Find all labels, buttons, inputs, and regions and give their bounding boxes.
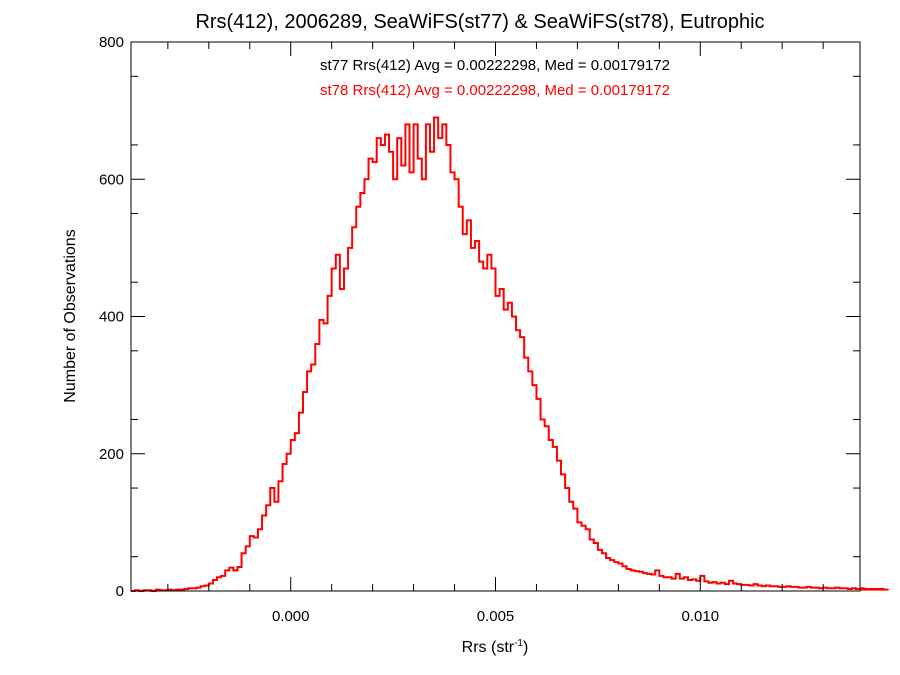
histogram-layer	[131, 116, 889, 592]
y-tick-label: 400	[99, 309, 124, 326]
y-axis-label: Number of Observations	[62, 229, 79, 402]
plot-frame	[130, 41, 861, 592]
y-tick-label: 600	[99, 171, 124, 188]
chart-title: Rrs(412), 2006289, SeaWiFS(st77) & SeaWi…	[195, 11, 764, 33]
x-axis-label: Rrs (str-1)	[462, 638, 529, 656]
y-tick-label: 800	[99, 34, 124, 51]
annotation-st78: st78 Rrs(412) Avg = 0.00222298, Med = 0.…	[320, 82, 670, 99]
x-axis-label-close: )	[523, 639, 528, 656]
x-axis-label-sup: -1	[514, 638, 523, 649]
y-tick-label: 200	[99, 446, 124, 463]
x-tick-label: 0.010	[682, 608, 720, 625]
histogram-series-0	[131, 116, 889, 592]
x-tick-label: 0.000	[272, 608, 310, 625]
annotation-st77: st77 Rrs(412) Avg = 0.00222298, Med = 0.…	[320, 57, 670, 74]
x-axis-label-main: Rrs (str	[462, 639, 515, 656]
y-tick-label: 0	[116, 583, 124, 600]
x-tick-label: 0.005	[477, 608, 515, 625]
axes-layer: 0 200 400 600 800 0.000 0.005 0.010	[99, 34, 860, 625]
